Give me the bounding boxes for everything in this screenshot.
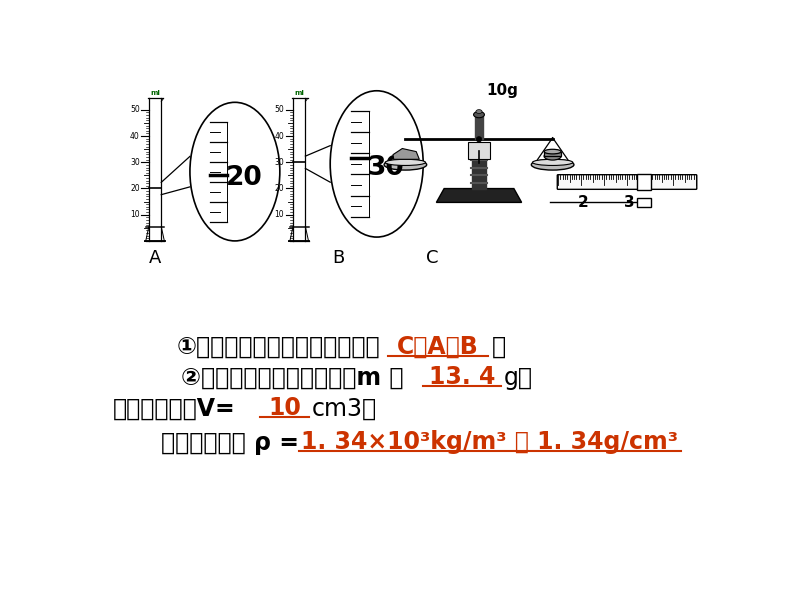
- Text: 10: 10: [130, 210, 140, 219]
- Ellipse shape: [476, 110, 482, 113]
- Text: 50: 50: [130, 105, 140, 114]
- Bar: [637, 174, 650, 190]
- Text: 20: 20: [275, 184, 284, 193]
- Bar: [637, 198, 650, 207]
- Text: A: A: [148, 249, 161, 267]
- Text: 10: 10: [275, 210, 284, 219]
- Text: C、A、B: C、A、B: [397, 334, 479, 358]
- Text: 2: 2: [577, 195, 588, 210]
- Polygon shape: [393, 148, 419, 159]
- Text: 橡皮泥的体积V=: 橡皮泥的体积V=: [114, 397, 236, 421]
- Ellipse shape: [190, 103, 279, 241]
- Text: 20: 20: [130, 184, 140, 193]
- Text: cm3；: cm3；: [311, 397, 376, 421]
- Polygon shape: [437, 188, 522, 203]
- Text: C: C: [426, 249, 439, 267]
- FancyBboxPatch shape: [557, 175, 697, 190]
- Text: ②由图可知：橡皮泥的质量m ＝: ②由图可知：橡皮泥的质量m ＝: [180, 366, 403, 390]
- FancyBboxPatch shape: [468, 142, 490, 159]
- Text: ①合理的操作顺序是（填号）：: ①合理的操作顺序是（填号）：: [177, 335, 380, 359]
- Ellipse shape: [544, 153, 561, 160]
- Ellipse shape: [330, 91, 423, 237]
- Text: 3: 3: [624, 195, 635, 210]
- Text: 40: 40: [130, 132, 140, 141]
- Ellipse shape: [531, 159, 574, 170]
- Text: ml: ml: [295, 90, 304, 96]
- Ellipse shape: [476, 136, 482, 142]
- Text: 。: 。: [491, 335, 506, 359]
- Ellipse shape: [385, 159, 426, 166]
- Ellipse shape: [544, 149, 561, 154]
- Text: 13. 4: 13. 4: [429, 365, 495, 389]
- Ellipse shape: [533, 159, 572, 166]
- Ellipse shape: [473, 111, 484, 118]
- Text: 40: 40: [274, 132, 284, 141]
- Text: 10g: 10g: [486, 83, 518, 98]
- Text: 50: 50: [274, 105, 284, 114]
- Text: 1. 34×10³kg/m³ 或 1. 34g/cm³: 1. 34×10³kg/m³ 或 1. 34g/cm³: [302, 430, 678, 454]
- Text: B: B: [332, 249, 344, 267]
- Bar: [544, 151, 561, 156]
- Text: 20: 20: [225, 164, 263, 191]
- Text: g；: g；: [504, 366, 533, 390]
- Ellipse shape: [384, 159, 426, 170]
- Text: 橡皮泥的密度 ρ =: 橡皮泥的密度 ρ =: [161, 431, 307, 455]
- Text: 30: 30: [368, 155, 404, 181]
- Text: 10: 10: [268, 396, 301, 420]
- Text: 30: 30: [130, 158, 140, 167]
- Text: ml: ml: [150, 90, 160, 96]
- Text: 30: 30: [274, 158, 284, 167]
